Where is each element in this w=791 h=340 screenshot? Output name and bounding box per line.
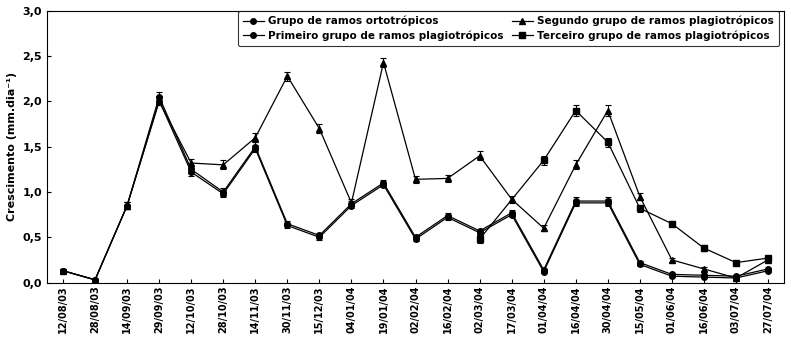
Y-axis label: Crescimento (mm.dia⁻¹): Crescimento (mm.dia⁻¹) bbox=[7, 72, 17, 221]
Legend: Grupo de ramos ortotrópicos, Primeiro grupo de ramos plagiotrópicos, Segundo gru: Grupo de ramos ortotrópicos, Primeiro gr… bbox=[238, 11, 779, 46]
